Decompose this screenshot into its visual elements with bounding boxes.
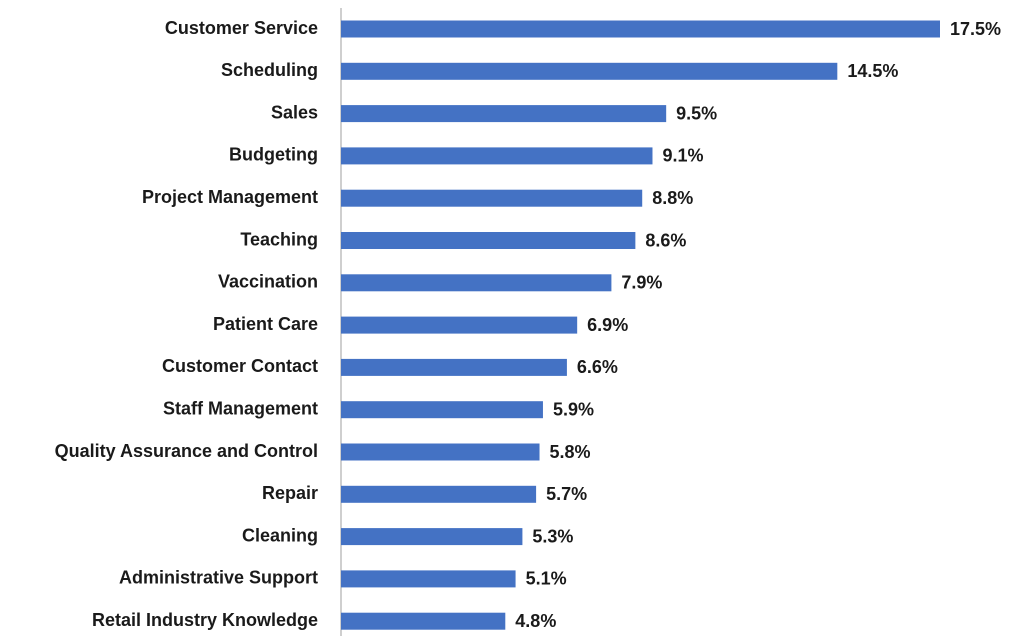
value-label: 6.6%: [577, 357, 618, 377]
value-label: 5.7%: [546, 484, 587, 504]
bar: [341, 443, 540, 461]
category-label: Staff Management: [163, 398, 318, 418]
category-label: Budgeting: [229, 145, 318, 165]
value-label: 5.9%: [553, 399, 594, 419]
category-label: Repair: [262, 483, 318, 503]
category-label: Retail Industry Knowledge: [92, 610, 318, 630]
value-label: 7.9%: [621, 273, 662, 293]
value-label: 17.5%: [950, 19, 1001, 39]
category-label: Customer Contact: [162, 356, 318, 376]
value-label: 8.6%: [645, 230, 686, 250]
bar: [341, 528, 523, 546]
value-label: 9.1%: [662, 146, 703, 166]
bar: [341, 570, 516, 588]
category-label: Administrative Support: [119, 568, 318, 588]
category-label: Customer Service: [165, 18, 318, 38]
bar: [341, 147, 653, 165]
value-label: 8.8%: [652, 188, 693, 208]
category-label: Scheduling: [221, 60, 318, 80]
value-label: 4.8%: [515, 611, 556, 631]
bar: [341, 612, 506, 630]
category-label: Project Management: [142, 187, 318, 207]
category-label: Sales: [271, 102, 318, 122]
bar: [341, 62, 838, 80]
bar: [341, 105, 667, 123]
bar: [341, 358, 567, 376]
value-label: 14.5%: [847, 61, 898, 81]
category-label: Vaccination: [218, 272, 318, 292]
bar: [341, 20, 940, 38]
bar: [341, 485, 537, 503]
category-label: Quality Assurance and Control: [55, 441, 318, 461]
value-label: 5.3%: [532, 526, 573, 546]
bar: [341, 189, 643, 207]
bar: [341, 401, 543, 419]
value-label: 5.1%: [526, 569, 567, 589]
category-label: Cleaning: [242, 525, 318, 545]
bar: [341, 274, 612, 292]
category-label: Teaching: [240, 229, 318, 249]
category-label: Patient Care: [213, 314, 318, 334]
value-label: 9.5%: [676, 103, 717, 123]
bar: [341, 232, 636, 249]
bar: [341, 316, 578, 334]
value-label: 6.9%: [587, 315, 628, 335]
value-label: 5.8%: [550, 442, 591, 462]
